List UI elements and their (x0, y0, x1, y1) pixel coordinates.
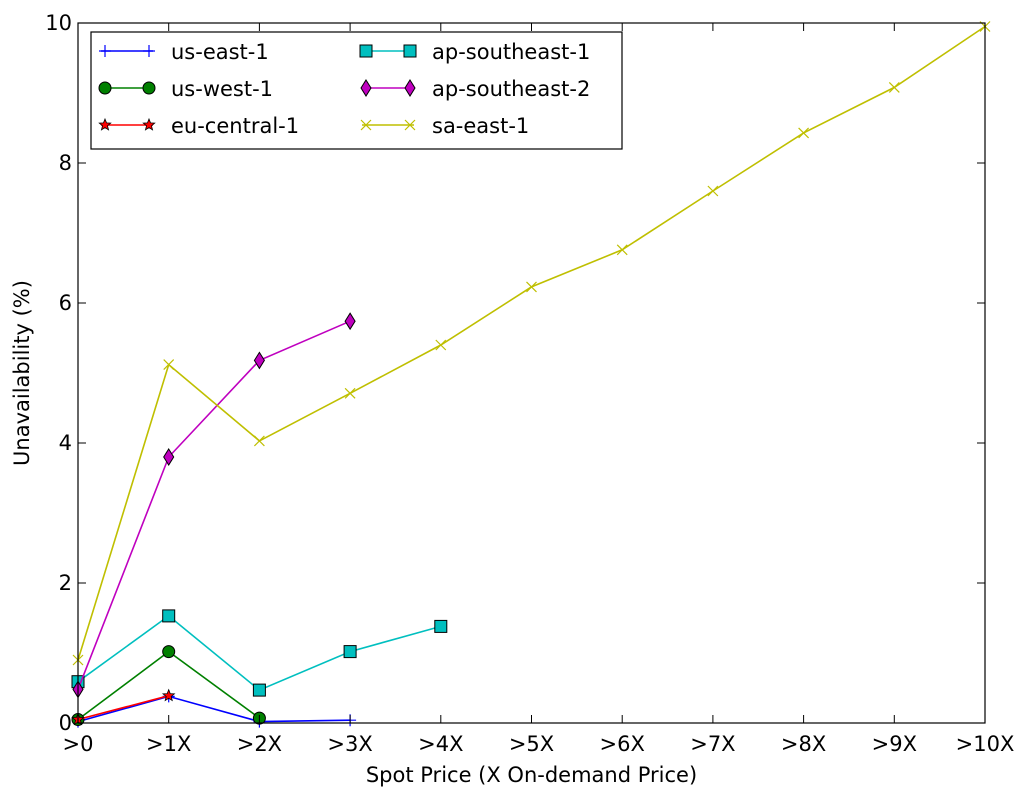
legend-box (90, 31, 623, 150)
x-tick-label: >9X (872, 732, 917, 756)
data-point-sa-east-1 (344, 387, 356, 399)
series-ap-southeast-2 (72, 312, 356, 699)
x-tick-label: >1X (146, 732, 191, 756)
legend-marker (142, 117, 156, 131)
data-point-sa-east-1 (435, 339, 447, 351)
x-tick-label: >10X (956, 732, 1015, 756)
data-point-ap-southeast-1 (434, 619, 448, 633)
legend-label: sa-east-1 (432, 114, 529, 138)
y-tick-label: 10 (45, 11, 72, 35)
series-line-eu-central-1 (77, 694, 169, 721)
legend-item-ap-southeast-1: ap-southeast-1 (359, 40, 590, 64)
y-axis-title: Unavailability (%) (10, 280, 34, 466)
data-point-ap-southeast-1 (162, 609, 176, 623)
series-us-east-1 (72, 690, 357, 728)
legend-marker (99, 45, 111, 57)
x-tick-label: >5X (509, 732, 554, 756)
legend: us-east-1 us-west-1 eu-central-1 ap-southea… (90, 31, 623, 150)
y-tick-label: 8 (59, 151, 72, 175)
data-point-ap-southeast-2 (344, 312, 356, 331)
series-sa-east-1 (72, 21, 991, 666)
legend-label: eu-central-1 (171, 114, 299, 138)
x-axis-title: Spot Price (X On-demand Price) (366, 763, 697, 787)
series-line-ap-southeast-2 (77, 320, 351, 690)
data-point-ap-southeast-1 (343, 645, 357, 659)
legend-marker (403, 44, 417, 58)
data-point-sa-east-1 (616, 244, 628, 256)
legend-item-us-east-1: us-east-1 (99, 40, 269, 64)
data-point-ap-southeast-2 (253, 351, 265, 370)
legend-item-us-west-1: us-west-1 (98, 77, 273, 101)
series-ap-southeast-1 (71, 609, 448, 697)
data-point-sa-east-1 (707, 185, 719, 197)
x-tick-label: >7X (690, 732, 735, 756)
x-tick-label: >0 (63, 732, 94, 756)
legend-label: us-west-1 (171, 77, 273, 101)
legend-marker (360, 119, 372, 131)
data-point-sa-east-1 (798, 127, 810, 139)
x-tick-label: >6X (600, 732, 645, 756)
legend-item-sa-east-1: sa-east-1 (360, 114, 529, 138)
legend-item-eu-central-1: eu-central-1 (98, 114, 299, 138)
data-point-sa-east-1 (888, 81, 900, 93)
series-line-us-east-1 (77, 695, 351, 723)
legend-marker (143, 45, 155, 57)
legend-marker (98, 117, 112, 131)
data-point-eu-central-1 (161, 688, 176, 702)
y-tick-label: 4 (59, 431, 72, 455)
legend-marker (359, 44, 373, 58)
legend-label: us-east-1 (171, 40, 269, 64)
legend-marker (404, 79, 416, 97)
x-tick-label: >3X (327, 732, 372, 756)
legend-label: ap-southeast-2 (432, 77, 590, 101)
data-point-ap-southeast-1 (252, 683, 266, 697)
data-point-sa-east-1 (253, 435, 265, 447)
legend-item-ap-southeast-2: ap-southeast-2 (360, 77, 590, 101)
axes-layer: >0 >1X >2X >3X >4X >5X >6X >7X >8X >9X >10X 0 2 4 6 8 10 (45, 11, 1014, 756)
y-tick-label: 6 (59, 291, 72, 315)
data-point-us-west-1 (162, 645, 176, 659)
data-point-ap-southeast-2 (163, 448, 175, 466)
legend-marker (142, 81, 156, 95)
x-tick-label: >2X (237, 732, 282, 756)
data-point-sa-east-1 (163, 359, 175, 371)
legend-marker (404, 119, 416, 131)
y-tick-label: 0 (59, 711, 72, 735)
legend-label: ap-southeast-1 (432, 40, 590, 64)
x-tick-label: >8X (781, 732, 826, 756)
y-tick-label: 2 (59, 571, 72, 595)
data-point-sa-east-1 (526, 281, 537, 293)
legend-marker (98, 81, 112, 95)
legend-marker (360, 79, 372, 97)
x-tick-label: >4X (418, 732, 463, 756)
